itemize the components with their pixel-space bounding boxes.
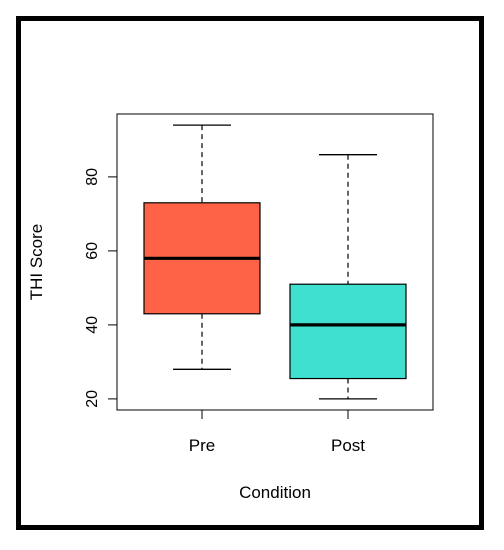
y-tick-label-20: 20: [84, 390, 101, 408]
x-tick-label-pre: Pre: [189, 436, 215, 455]
y-tick-label-80: 80: [84, 168, 101, 186]
box-post: [289, 283, 407, 380]
y-axis-label: THI Score: [27, 224, 46, 301]
x-tick-label-post: Post: [331, 436, 365, 455]
y-axis: 20 40 60 80: [84, 168, 118, 408]
box-group: [143, 124, 407, 400]
x-axis-label: Condition: [239, 483, 311, 502]
x-axis: Pre Post: [189, 410, 365, 455]
y-tick-label-40: 40: [84, 316, 101, 334]
y-tick-label-60: 60: [84, 242, 101, 260]
